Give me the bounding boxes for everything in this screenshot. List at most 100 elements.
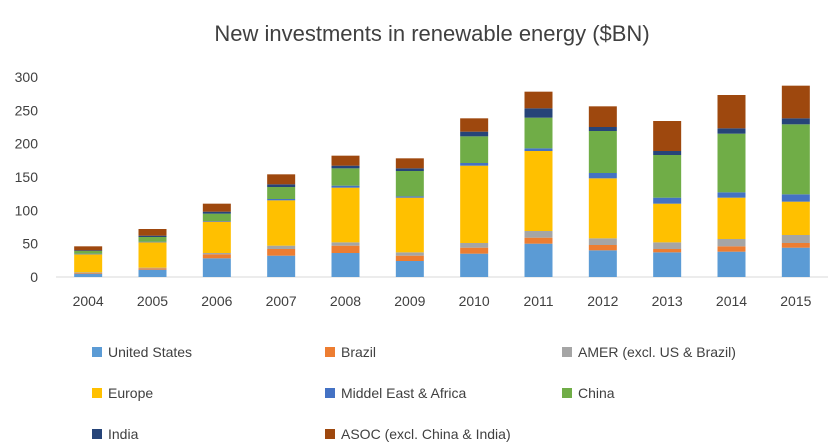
bar-segment (653, 249, 682, 253)
bar-segment (395, 158, 424, 169)
bar-segment (524, 148, 553, 151)
bar-segment (331, 245, 360, 253)
bar-segment (781, 118, 810, 125)
bar-segment (202, 253, 231, 255)
bar-segment (781, 124, 810, 195)
stacked-bars (74, 85, 810, 277)
bar-segment (267, 174, 296, 185)
x-tick-label: 2010 (459, 293, 490, 309)
bar-segment (588, 178, 617, 239)
bar-segment (395, 196, 424, 198)
bar-segment (460, 131, 489, 137)
bar-segment (74, 254, 103, 273)
bar-segment (653, 121, 682, 151)
bar-segment (460, 118, 489, 132)
legend-swatch (92, 388, 102, 398)
x-axis-ticks: 2004 2005 2006 2007 2008 2009 2010 2011 2012 2013… (73, 293, 812, 309)
bar-segment (74, 246, 103, 251)
bar-segment (74, 273, 103, 277)
bar-segment (653, 151, 682, 155)
bar-segment (202, 213, 231, 221)
bar-segment (588, 238, 617, 245)
bar-segment (524, 91, 553, 109)
bar-segment (267, 187, 296, 199)
bar-segment (524, 237, 553, 244)
y-tick-label: 150 (15, 169, 39, 185)
legend-label: Brazil (341, 344, 376, 360)
bar-segment (267, 199, 296, 201)
x-tick-label: 2005 (137, 293, 168, 309)
x-tick-label: 2013 (652, 293, 683, 309)
legend-swatch (92, 429, 102, 439)
bar-segment (588, 131, 617, 173)
bar-segment (267, 184, 296, 187)
bar-segment (267, 249, 296, 256)
legend-label: India (108, 426, 139, 442)
bar-segment (331, 187, 360, 243)
y-axis-ticks: 0 50 100 150 200 250 300 (15, 69, 39, 285)
bar-segment (202, 203, 231, 212)
bar-segment (717, 95, 746, 129)
bar-segment (138, 241, 167, 243)
bar-segment (395, 252, 424, 256)
bar-segment (653, 155, 682, 198)
legend-label: AMER (excl. US & Brazil) (578, 344, 736, 360)
bar-segment (717, 246, 746, 252)
bar-segment (331, 155, 360, 166)
bar-segment (524, 117, 553, 149)
y-tick-label: 0 (30, 269, 38, 285)
bar-segment (717, 192, 746, 198)
bar-segment (460, 243, 489, 248)
bar-segment (202, 211, 231, 214)
legend: United States Brazil AMER (excl. US & Braz… (92, 344, 736, 442)
bar-segment (653, 242, 682, 249)
bar-segment (460, 136, 489, 163)
bar-segment (588, 106, 617, 127)
bar-segment (524, 151, 553, 231)
y-tick-label: 50 (22, 236, 38, 252)
legend-swatch (325, 347, 335, 357)
legend-label: Middel East & Africa (341, 385, 466, 401)
bar-segment (74, 273, 103, 274)
bar-segment (588, 173, 617, 179)
y-tick-label: 100 (15, 202, 39, 218)
x-tick-label: 2015 (780, 293, 811, 309)
bar-segment (331, 185, 360, 188)
y-tick-label: 250 (15, 102, 39, 118)
bar-segment (781, 243, 810, 248)
bar-segment (267, 245, 296, 249)
legend-label: Europe (108, 385, 153, 401)
bar-segment (395, 171, 424, 197)
bar-segment (653, 197, 682, 204)
bar-segment (138, 267, 167, 269)
bar-segment (267, 255, 296, 277)
bar-segment (395, 168, 424, 171)
bar-segment (74, 250, 103, 251)
bar-segment (781, 85, 810, 119)
bar-segment (331, 242, 360, 246)
legend-label: ASOC (excl. China & India) (341, 426, 511, 442)
bar-segment (395, 197, 424, 253)
bar-segment (524, 243, 553, 277)
bar-segment (138, 268, 167, 270)
bar-segment (331, 165, 360, 169)
x-tick-label: 2004 (73, 293, 104, 309)
bar-segment (781, 247, 810, 277)
bar-segment (138, 242, 167, 268)
bar-segment (653, 252, 682, 277)
y-tick-label: 300 (15, 69, 39, 85)
x-tick-label: 2007 (266, 293, 297, 309)
bar-segment (653, 203, 682, 243)
bar-segment (138, 237, 167, 242)
bar-segment (74, 272, 103, 273)
legend-swatch (325, 429, 335, 439)
bar-segment (138, 235, 167, 237)
bar-segment (460, 253, 489, 277)
bar-segment (588, 245, 617, 251)
legend-swatch (562, 347, 572, 357)
bar-segment (74, 251, 103, 254)
legend-swatch (325, 388, 335, 398)
bar-segment (267, 200, 296, 246)
bar-segment (138, 269, 167, 277)
